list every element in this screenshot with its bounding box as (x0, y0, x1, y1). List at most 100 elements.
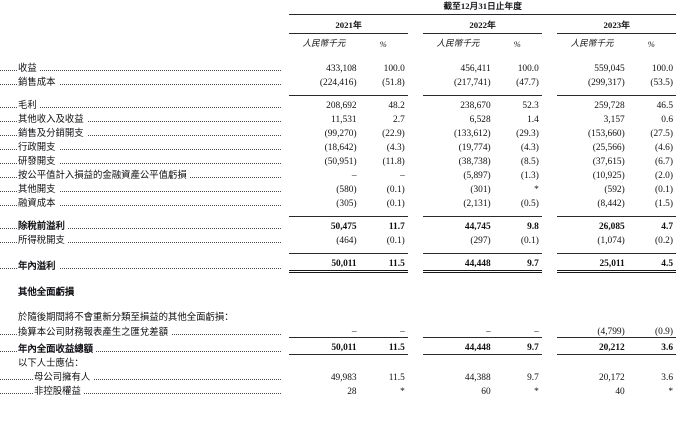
column-gap (408, 195, 424, 209)
column-gap (283, 217, 290, 233)
column-gap (283, 74, 290, 88)
cell-percent: 11.7 (358, 216, 408, 232)
column-gap (408, 96, 424, 112)
cell-percent: 2.7 (393, 115, 405, 125)
column-gap (283, 167, 290, 181)
cell-percent: (6.7) (655, 157, 673, 167)
row-label: 銷售及分銷開支 (0, 125, 283, 139)
table-row: 換算本公司財務報表產生之匯兌差額 – – – – (4,799) (0.9) (0, 323, 676, 338)
row-label: 研發開支 (0, 153, 283, 167)
row-label: 行政開支 (0, 139, 283, 153)
cell-amount: 44,448 (423, 337, 493, 355)
cell-amount: (8,442) (597, 199, 625, 209)
cell-amount: 50,475 (289, 216, 359, 232)
cell-amount: (25,566) (592, 143, 625, 153)
column-gap (283, 125, 290, 139)
column-gap (408, 217, 424, 233)
column-gap (283, 111, 290, 125)
row-label: 非控股權益 (0, 383, 283, 397)
cell-amount: – (351, 327, 357, 337)
row-label: 其他開支 (0, 181, 283, 195)
column-gap (542, 60, 558, 74)
cell-amount: (99,270) (324, 129, 357, 139)
cell-percent: (0.1) (386, 185, 405, 195)
row-label-text: 行政開支 (18, 143, 59, 153)
cell-amount: 50,011 (289, 253, 359, 273)
income-statement-table: 截至12月31日止年度 2021年 2022年 2023年 人民幣千元 % (0, 0, 676, 397)
cell-amount: (19,774) (458, 143, 491, 153)
cell-percent: 9.7 (492, 337, 542, 355)
header-period-row: 截至12月31日止年度 (0, 0, 676, 14)
header-year-rule-row (0, 33, 676, 34)
column-gap (283, 254, 290, 272)
cell-amount: (10,925) (592, 171, 625, 181)
column-gap (283, 369, 290, 383)
year-heading-2021: 2021年 (335, 20, 362, 30)
table-row: 銷售成本 (224,416) (51.8) (217,741) (47.7) (299,3… (0, 74, 676, 88)
cell-percent: (27.5) (650, 129, 673, 139)
table-row: 其他開支 (580) (0.1) (301) * (592) (0.1) (0, 181, 676, 195)
table-row: 母公司擁有人 49,983 11.5 44,388 9.7 20,172 3.6 (0, 369, 676, 383)
column-gap (542, 167, 558, 181)
cell-percent: (0.1) (520, 236, 539, 246)
cell-percent: * (534, 185, 539, 195)
unit-pct-2023: % (647, 39, 655, 49)
cell-amount: 26,085 (557, 216, 627, 232)
column-gap (408, 125, 424, 139)
leader-dots (0, 70, 281, 71)
table-row: 所得稅開支 (464) (0.1) (297) (0.1) (1,074) (0.2) (0, 232, 676, 246)
cell-amount: 25,011 (557, 253, 627, 273)
cell-percent: (8.5) (520, 157, 539, 167)
row-label-text: 研發開支 (18, 157, 59, 167)
section-spacer (0, 88, 676, 96)
cell-amount: – (485, 327, 491, 337)
cell-amount: (299,317) (588, 78, 625, 88)
cell-percent: (51.8) (382, 78, 405, 88)
cell-amount: 60 (481, 387, 491, 397)
income-statement-body: 收益 433,108 100.0 456,411 100.0 559,045 100.0 銷售… (0, 60, 676, 273)
cell-amount: (38,738) (458, 157, 491, 167)
column-gap (408, 254, 424, 272)
leader-dots (0, 267, 281, 269)
column-gap (408, 74, 424, 88)
row-label-text: 銷售成本 (18, 78, 59, 88)
cell-percent: – (400, 171, 405, 181)
cell-percent: 48.2 (358, 95, 408, 111)
row-label-text: 銷售及分銷開支 (18, 129, 87, 139)
cell-amount: (2,131) (463, 199, 491, 209)
header-period-rule-row (0, 14, 676, 15)
cell-percent: (22.9) (382, 129, 405, 139)
oci-section-title: 其他全面虧損 (18, 288, 75, 298)
cell-amount: 50,011 (289, 337, 359, 355)
unit-pct-2022: % (513, 39, 521, 49)
column-gap (408, 153, 424, 167)
cell-percent: 9.7 (527, 373, 539, 383)
column-gap (408, 338, 424, 355)
table-row: 按公平值計入損益的金融資產公平值虧損 – – (5,897) (1.3) (10,925)… (0, 167, 676, 181)
cell-amount: 28 (347, 387, 357, 397)
cell-amount: (217,741) (453, 78, 491, 88)
column-gap (542, 232, 558, 246)
cell-amount: (5,897) (463, 171, 491, 181)
column-gap (283, 232, 290, 246)
leader-dots (0, 121, 281, 122)
cell-amount: 259,728 (557, 95, 627, 111)
column-gap (542, 254, 558, 272)
column-gap (283, 181, 290, 195)
row-label-text: 其他開支 (18, 185, 59, 195)
row-label-text: 母公司擁有人 (34, 373, 94, 383)
cell-percent: (0.5) (520, 199, 539, 209)
cell-amount: 433,108 (326, 64, 357, 74)
row-label-text: 除稅前溢利 (18, 222, 68, 232)
cell-amount: 44,448 (423, 253, 493, 273)
year-heading-2022: 2022年 (469, 20, 496, 30)
year-rule-2022 (423, 33, 542, 34)
column-gap (542, 369, 558, 383)
column-gap (408, 383, 424, 397)
column-gap (283, 139, 290, 153)
cell-percent: (0.2) (655, 236, 673, 246)
cell-percent: (4.6) (655, 143, 673, 153)
cell-amount: (224,416) (319, 78, 357, 88)
cell-percent: * (668, 387, 673, 397)
